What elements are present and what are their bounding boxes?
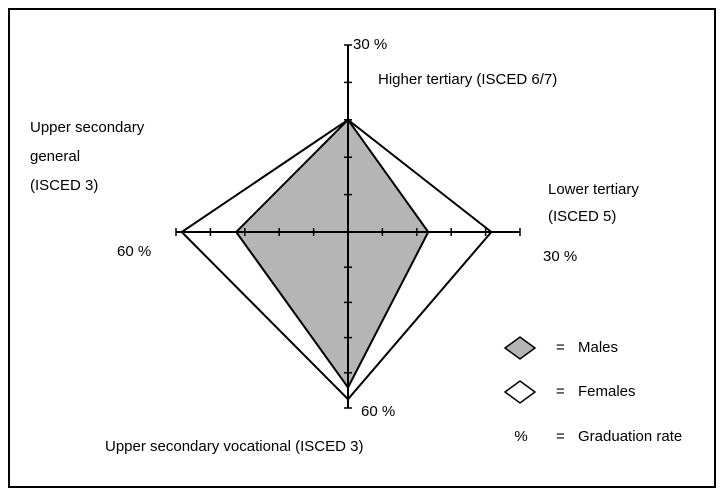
axis-end-label: 60 % [361,403,395,420]
axis-end-label: 30 % [353,36,387,53]
axis-end-label: 30 % [543,248,577,265]
axis-end-label: 60 % [117,243,151,260]
axis-name: Upper secondary vocational (ISCED 3) [105,438,363,455]
legend-separator: = [556,383,565,400]
legend-label: Females [578,383,636,400]
axis-name: general [30,148,80,165]
legend-label: Males [578,339,618,356]
axis-name: Lower tertiary [548,181,639,198]
axis-name: (ISCED 5) [548,208,616,225]
frame [8,8,716,488]
axis-name: (ISCED 3) [30,177,98,194]
axis-name: Higher tertiary (ISCED 6/7) [378,71,557,88]
legend-separator: = [556,428,565,445]
legend-swatch [503,336,537,360]
legend-separator: = [556,339,565,356]
legend-symbol: % [514,428,527,445]
axis-name: Upper secondary [30,119,145,136]
legend-swatch [503,380,537,404]
legend-label: Graduation rate [578,428,682,445]
